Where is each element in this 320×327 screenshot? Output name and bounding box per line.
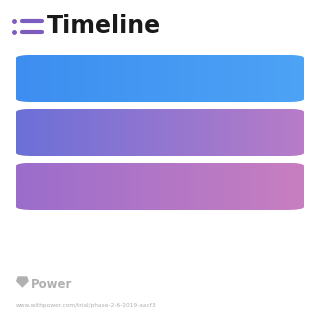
- Text: Follow ups ~: Follow ups ~: [38, 180, 124, 193]
- Text: Treatment ~: Treatment ~: [38, 126, 122, 139]
- Text: up to 4 years: up to 4 years: [203, 180, 291, 193]
- Text: Varies: Varies: [251, 126, 291, 139]
- Polygon shape: [16, 276, 29, 288]
- Text: Timeline: Timeline: [46, 14, 161, 39]
- Text: Power: Power: [30, 278, 72, 291]
- Text: 3 weeks: 3 weeks: [236, 72, 291, 85]
- Text: www.withpower.com/trial/phase-2-6-2019-aacf3: www.withpower.com/trial/phase-2-6-2019-a…: [16, 303, 156, 308]
- Text: Screening ~: Screening ~: [38, 72, 121, 85]
